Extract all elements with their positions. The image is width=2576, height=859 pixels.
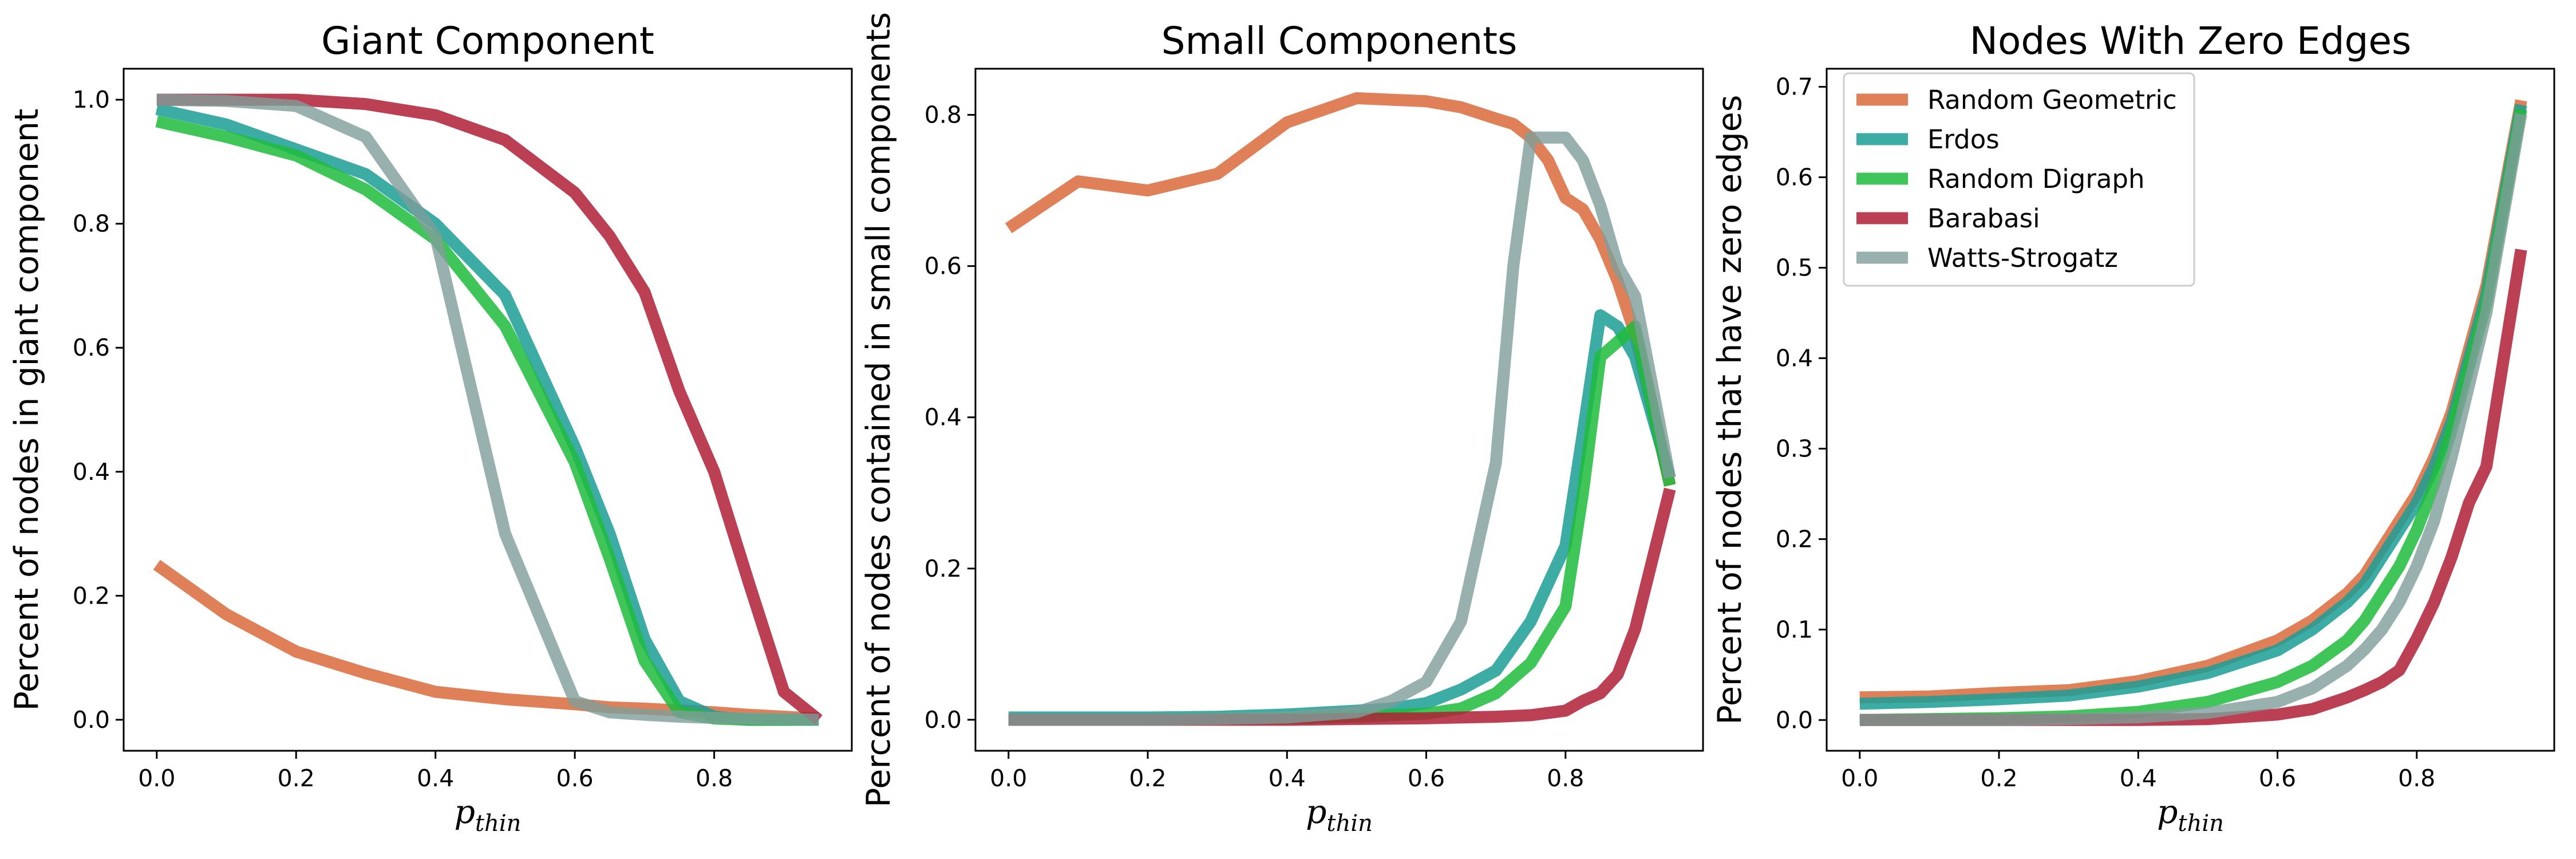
y-tick-label: 0.6 xyxy=(1776,164,1813,191)
y-tick-label: 0.2 xyxy=(1776,525,1813,553)
y-tick-label: 0.4 xyxy=(73,458,110,486)
y-tick-label: 0.2 xyxy=(924,555,962,582)
plot-area xyxy=(1859,99,2527,726)
legend-label: Barabasi xyxy=(1927,203,2040,234)
y-tick-label: 0.0 xyxy=(1776,706,1813,734)
y-axis-label: Percent of nodes that have zero edges xyxy=(1711,95,1749,725)
x-tick-label: 0.2 xyxy=(1129,765,1166,792)
y-tick-label: 1.0 xyxy=(73,86,110,113)
series-line-watts-strogatz xyxy=(156,93,819,726)
legend-label: Watts-Strogatz xyxy=(1927,243,2118,273)
y-tick-label: 0.3 xyxy=(1776,435,1813,462)
x-tick-label: 0.4 xyxy=(1269,765,1306,792)
x-tick-label: 0.8 xyxy=(2398,765,2435,792)
x-tick-label: 0.0 xyxy=(990,765,1027,792)
y-axis-label: Percent of nodes contained in small comp… xyxy=(860,12,898,807)
x-tick-label: 0.0 xyxy=(1841,765,1878,792)
y-tick-label: 0.6 xyxy=(924,253,962,280)
axes-frame xyxy=(1826,68,2555,752)
panel-title: Giant Component xyxy=(321,19,654,63)
panel-title: Small Components xyxy=(1161,19,1518,63)
plot-area xyxy=(153,93,823,726)
y-tick-label: 0.0 xyxy=(924,706,962,734)
panel-title: Nodes With Zero Edges xyxy=(1970,19,2412,63)
x-tick-label: 0.6 xyxy=(556,765,594,792)
legend-label: Random Geometric xyxy=(1927,85,2177,115)
panel-nodes-zero-edges: Nodes With Zero Edges Percent of nodes t… xyxy=(1711,19,2555,837)
series-line-watts-strogatz xyxy=(1859,113,2527,726)
x-tick-label: 0.4 xyxy=(2120,765,2157,792)
y-tick-label: 0.6 xyxy=(73,334,110,361)
panel-small-components: Small Components Percent of nodes contai… xyxy=(860,12,1704,837)
legend-label: Random Digraph xyxy=(1927,164,2145,194)
series-line-barabasi xyxy=(156,93,823,725)
legend: Random Geometric Erdos Random Digraph Barab… xyxy=(1843,72,2195,287)
y-tick-label: 0.1 xyxy=(1776,616,1813,643)
y-tick-label: 0.2 xyxy=(73,582,110,609)
plot-area xyxy=(1005,92,1676,726)
x-tick-label: 0.8 xyxy=(1547,765,1584,792)
legend-label: Erdos xyxy=(1927,124,2000,155)
legend-box xyxy=(1843,72,2195,287)
x-tick-label: 0.2 xyxy=(278,765,315,792)
x-tick-label: 0.0 xyxy=(138,765,175,792)
y-tick-label: 0.4 xyxy=(1776,344,1813,372)
x-tick-label: 0.4 xyxy=(417,765,454,792)
axes-frame xyxy=(123,68,853,752)
series-line-watts-strogatz xyxy=(1008,131,1676,726)
axes-frame xyxy=(974,68,1704,752)
y-tick-label: 0.8 xyxy=(924,101,962,129)
y-tick-label: 0.5 xyxy=(1776,254,1813,282)
y-axis-label: Percent of nodes in giant component xyxy=(8,109,46,711)
x-tick-label: 0.2 xyxy=(1980,765,2017,792)
series-line-random-geometric xyxy=(1005,92,1676,487)
y-tick-label: 0.8 xyxy=(73,210,110,238)
y-tick-label: 0.4 xyxy=(924,404,962,431)
x-tick-label: 0.6 xyxy=(2259,765,2296,792)
x-tick-label: 0.8 xyxy=(696,765,733,792)
y-tick-label: 0.7 xyxy=(1776,73,1813,101)
y-tick-label: 0.0 xyxy=(73,706,110,734)
x-tick-label: 0.6 xyxy=(1408,765,1445,792)
